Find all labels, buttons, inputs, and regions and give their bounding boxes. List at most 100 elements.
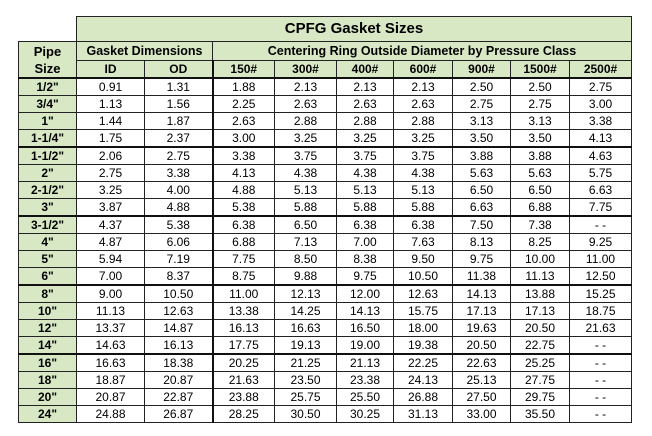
value-cell: 4.87 — [76, 233, 145, 251]
pipe-size-cell: 24" — [18, 405, 77, 423]
value-cell: 6.88 — [510, 198, 570, 217]
col-header-id: ID — [76, 60, 145, 79]
value-cell: 8.25 — [510, 233, 570, 251]
value-cell: 19.38 — [393, 336, 453, 355]
value-cell: 3.87 — [76, 198, 145, 217]
value-cell: 27.50 — [452, 388, 511, 406]
value-cell: 23.38 — [336, 371, 394, 389]
value-cell: 8.13 — [452, 233, 511, 251]
value-cell: 7.38 — [510, 215, 570, 234]
value-cell: 18.00 — [393, 319, 453, 337]
value-cell: 3.75 — [336, 146, 394, 165]
value-cell: 17.13 — [452, 302, 511, 320]
value-cell: 20.87 — [144, 371, 214, 389]
col-header-2500: 2500# — [569, 60, 632, 79]
table-row: 12" 13.37 14.87 16.13 16.63 16.50 18.00 19.63 20… — [18, 319, 632, 337]
value-cell: 17.75 — [212, 336, 275, 355]
value-cell: 16.63 — [76, 353, 145, 372]
value-cell: 20.50 — [510, 319, 570, 337]
value-cell: 5.88 — [336, 198, 394, 217]
value-cell: 1.88 — [212, 77, 275, 96]
value-cell: 2.75 — [76, 164, 145, 182]
value-cell: 22.75 — [510, 336, 570, 355]
value-cell: 3.13 — [452, 112, 511, 130]
value-cell: 30.50 — [274, 405, 337, 423]
value-cell: 11.13 — [76, 302, 145, 320]
value-cell: 2.75 — [144, 146, 214, 165]
value-cell: 10.50 — [144, 284, 214, 303]
value-cell: 11.00 — [212, 284, 275, 303]
col-header-400: 400# — [336, 60, 394, 79]
value-cell: 8.50 — [274, 250, 337, 268]
table-row: 16" 16.63 18.38 20.25 21.25 21.13 22.25 22.63 25… — [18, 353, 632, 372]
gasket-table-container: CPFG Gasket Sizes Pipe Size Gasket Dimen… — [18, 16, 632, 423]
value-cell: 19.13 — [274, 336, 337, 355]
table-row: 4" 4.87 6.06 6.88 7.13 7.00 7.63 8.13 8.25 9.25 — [18, 233, 632, 251]
value-cell: 4.13 — [569, 129, 632, 148]
table-row: 24" 24.88 26.87 28.25 30.50 30.25 31.13 33.00 35… — [18, 405, 632, 423]
value-cell: 1.13 — [76, 95, 145, 113]
value-cell: 12.13 — [274, 284, 337, 303]
pipe-size-cell: 8" — [18, 284, 77, 303]
value-cell: 22.87 — [144, 388, 214, 406]
pipe-size-cell: 12" — [18, 319, 77, 337]
pipe-size-cell: 16" — [18, 353, 77, 372]
corner-blank — [18, 16, 77, 42]
value-cell: 2.88 — [393, 112, 453, 130]
value-cell: 5.13 — [336, 181, 394, 199]
value-cell: 4.37 — [76, 215, 145, 234]
pipe-size-cell: 10" — [18, 302, 77, 320]
value-cell: 5.38 — [212, 198, 275, 217]
gasket-dimensions-header: Gasket Dimensions — [76, 41, 213, 61]
value-cell: 3.88 — [452, 146, 511, 165]
value-cell: 12.63 — [144, 302, 214, 320]
pipe-size-cell: 5" — [18, 250, 77, 268]
value-cell: 3.50 — [510, 129, 570, 148]
value-cell: 13.38 — [212, 302, 275, 320]
value-cell: 3.25 — [274, 129, 337, 148]
value-cell: 12.50 — [569, 267, 632, 286]
table-row: 1-1/4" 1.75 2.37 3.00 3.25 3.25 3.25 3.50 3.50 4.… — [18, 129, 632, 148]
value-cell: 21.13 — [336, 353, 394, 372]
value-cell: 15.25 — [569, 284, 632, 303]
table-row: 5" 5.94 7.19 7.75 8.50 8.38 9.50 9.75 10.00 11.00 — [18, 250, 632, 268]
value-cell: 9.88 — [274, 267, 337, 286]
col-header-300: 300# — [274, 60, 337, 79]
value-cell: 5.63 — [452, 164, 511, 182]
value-cell: - - — [569, 388, 632, 406]
value-cell: 8.75 — [212, 267, 275, 286]
table-row: 14" 14.63 16.13 17.75 19.13 19.00 19.38 20.50 22… — [18, 336, 632, 355]
value-cell: 16.13 — [212, 319, 275, 337]
value-cell: 14.13 — [336, 302, 394, 320]
pipe-size-cell: 3" — [18, 198, 77, 217]
value-cell: 3.50 — [452, 129, 511, 148]
value-cell: 3.13 — [510, 112, 570, 130]
value-cell: 4.38 — [393, 164, 453, 182]
col-header-1500: 1500# — [510, 60, 570, 79]
value-cell: - - — [569, 215, 632, 234]
value-cell: 26.88 — [393, 388, 453, 406]
value-cell: 2.63 — [336, 95, 394, 113]
value-cell: 5.13 — [274, 181, 337, 199]
value-cell: 3.25 — [336, 129, 394, 148]
value-cell: - - — [569, 336, 632, 355]
value-cell: 3.75 — [274, 146, 337, 165]
value-cell: 14.25 — [274, 302, 337, 320]
pipe-size-cell: 14" — [18, 336, 77, 355]
centering-ring-header: Centering Ring Outside Diameter by Press… — [212, 41, 632, 61]
value-cell: 21.63 — [212, 371, 275, 389]
value-cell: 9.25 — [569, 233, 632, 251]
value-cell: 7.50 — [452, 215, 511, 234]
value-cell: 14.87 — [144, 319, 214, 337]
value-cell: 0.91 — [76, 77, 145, 96]
value-cell: 19.00 — [336, 336, 394, 355]
value-cell: 16.63 — [274, 319, 337, 337]
pipe-size-cell: 4" — [18, 233, 77, 251]
value-cell: 5.63 — [510, 164, 570, 182]
value-cell: 10.50 — [393, 267, 453, 286]
value-cell: 25.25 — [510, 353, 570, 372]
value-cell: 20.25 — [212, 353, 275, 372]
value-cell: 20.87 — [76, 388, 145, 406]
value-cell: 11.13 — [510, 267, 570, 286]
value-cell: 23.50 — [274, 371, 337, 389]
